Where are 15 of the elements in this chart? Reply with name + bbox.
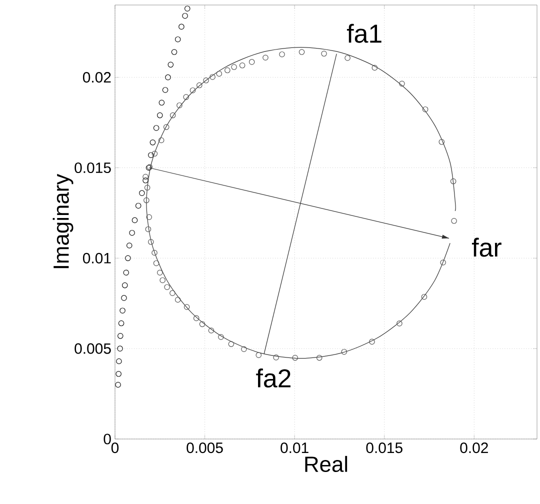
- y-tick-label: 0: [104, 434, 111, 444]
- x-tick-label: 0.01: [280, 442, 308, 454]
- annotation: fa1: [346, 24, 382, 43]
- y-axis-title: Imaginary: [52, 174, 74, 268]
- x-tick-label: 0.02: [460, 442, 488, 454]
- y-tick-label: 0.005: [74, 343, 111, 354]
- y-tick-label: 0.015: [74, 162, 111, 174]
- y-tick-label: 0.01: [82, 252, 111, 264]
- x-axis-title: Real: [305, 456, 348, 472]
- x-tick-label: 0: [111, 442, 119, 454]
- annotation: fa2: [256, 368, 290, 388]
- x-tick-label: 0.005: [186, 442, 223, 454]
- x-tick-label: 0.015: [366, 442, 402, 454]
- y-tick-label: 0.02: [82, 72, 111, 83]
- annotation: far: [472, 238, 502, 257]
